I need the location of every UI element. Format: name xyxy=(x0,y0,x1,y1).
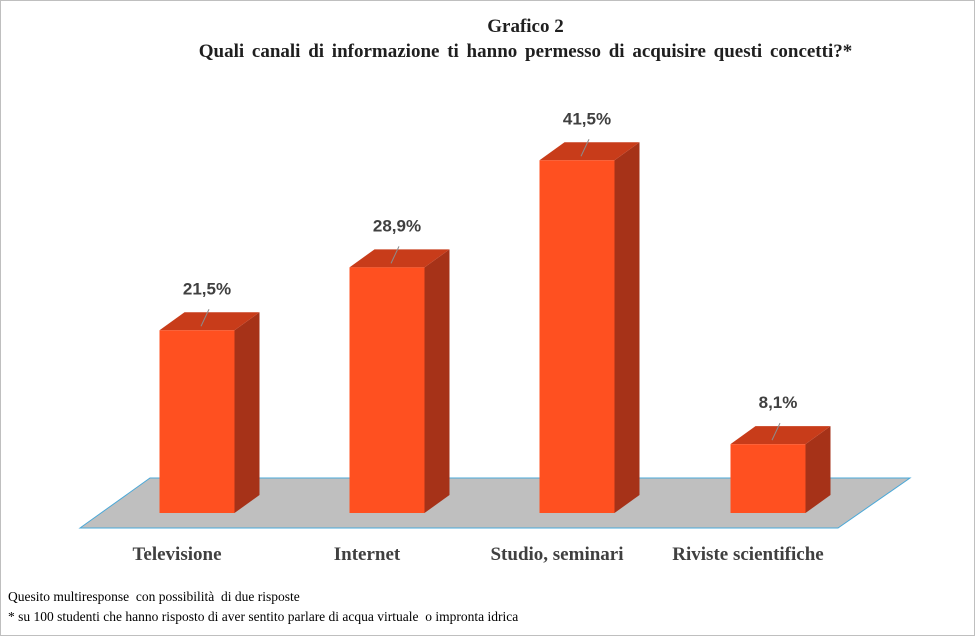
data-label-leader xyxy=(771,422,781,441)
chart-floor xyxy=(78,477,912,529)
bar xyxy=(159,330,235,513)
category-label: Studio, seminari xyxy=(490,544,623,565)
data-label: 8,1% xyxy=(759,393,798,412)
category-label: Internet xyxy=(334,544,401,565)
data-label: 21,5% xyxy=(183,279,231,298)
category-label: Televisione xyxy=(132,544,221,565)
chart-subtitle: Quali canali di informazione ti hanno pe… xyxy=(198,41,853,62)
footnote-multiresponse: Quesito multiresponse con possibilità di… xyxy=(8,589,300,604)
data-label-leader xyxy=(580,139,590,157)
bar-top xyxy=(349,249,450,268)
bar-top xyxy=(539,142,640,161)
data-label-leader xyxy=(200,309,210,327)
bar-side xyxy=(614,142,640,513)
bar-side xyxy=(234,312,260,513)
data-label-leader xyxy=(390,246,400,264)
category-label: Riviste scientifiche xyxy=(672,544,823,565)
chart-title: Grafico 2 xyxy=(487,16,564,37)
bar-top xyxy=(159,312,260,331)
bar xyxy=(539,160,615,513)
data-label: 28,9% xyxy=(373,216,421,235)
data-label: 41,5% xyxy=(563,109,611,128)
bar-side xyxy=(805,426,831,513)
bar xyxy=(349,267,425,513)
bar-top xyxy=(730,426,831,445)
bar-side xyxy=(424,249,450,513)
footnote-sample: * su 100 studenti che hanno risposto di … xyxy=(8,609,519,624)
bar xyxy=(730,444,806,513)
